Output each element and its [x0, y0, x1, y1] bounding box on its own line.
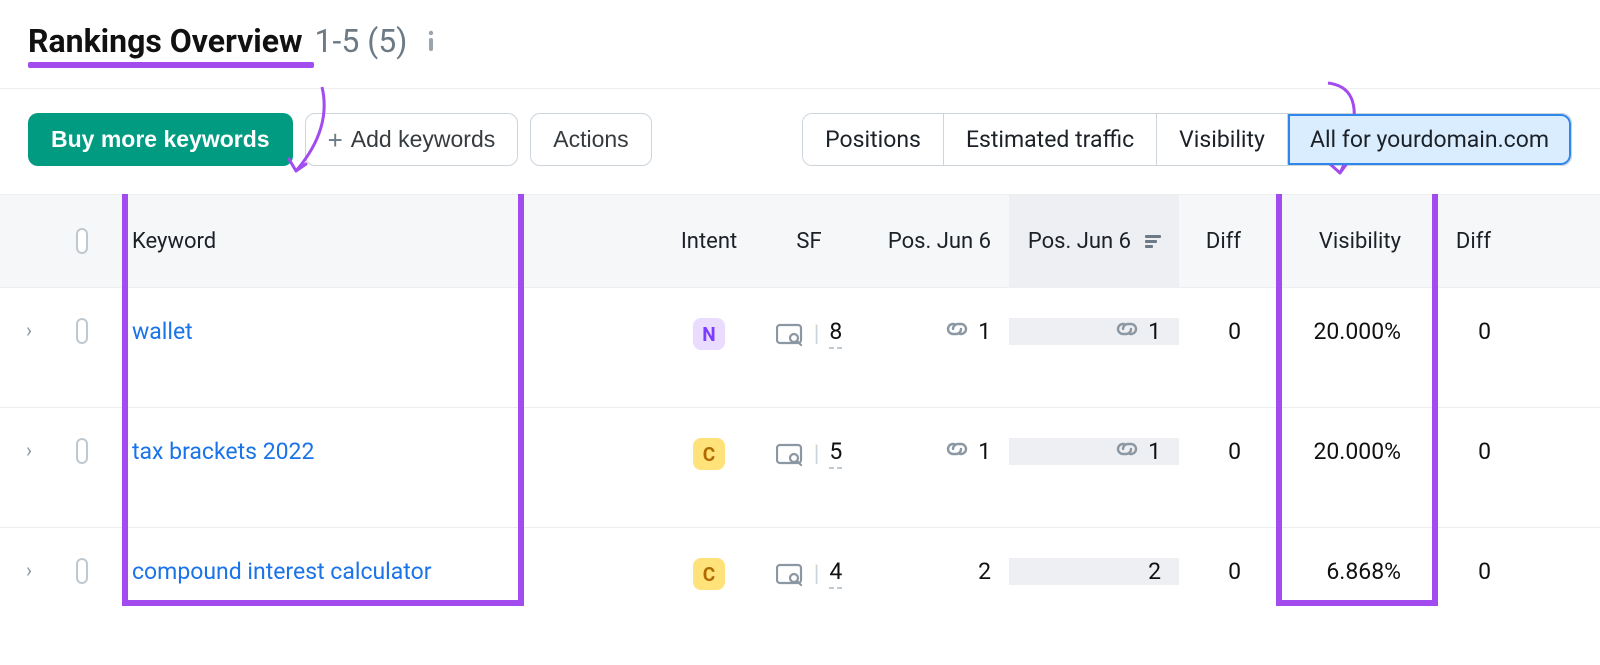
- pos1-value: 1: [978, 438, 991, 465]
- col-visibility[interactable]: Visibility: [1259, 229, 1419, 254]
- serp-features-icon: [776, 562, 804, 586]
- serp-features-icon: [776, 442, 804, 466]
- segment-traffic[interactable]: Estimated traffic: [944, 114, 1157, 165]
- col-sf[interactable]: SF: [754, 229, 864, 254]
- diff1-value: 0: [1179, 558, 1259, 585]
- page-title: Rankings Overview: [28, 22, 303, 60]
- visibility-value: 20.000%: [1259, 318, 1419, 345]
- info-icon[interactable]: [419, 29, 443, 53]
- serp-features-icon: [776, 322, 804, 346]
- add-keywords-label: Add keywords: [351, 126, 495, 153]
- col-checkbox: [58, 228, 106, 254]
- table-row: ›walletN|811020.000%0: [0, 288, 1600, 408]
- diff1-value: 0: [1179, 438, 1259, 465]
- add-keywords-button[interactable]: + Add keywords: [305, 113, 519, 166]
- sf-count: 5: [829, 438, 842, 469]
- diff2-value: 0: [1419, 438, 1509, 465]
- col-pos2[interactable]: Pos. Jun 6: [1009, 195, 1179, 287]
- pos1-value: 1: [978, 318, 991, 345]
- intent-badge: N: [693, 318, 725, 350]
- row-checkbox[interactable]: [76, 438, 88, 464]
- diff2-value: 0: [1419, 558, 1509, 585]
- col-pos1[interactable]: Pos. Jun 6: [864, 229, 1009, 254]
- buy-keywords-button[interactable]: Buy more keywords: [28, 113, 293, 166]
- expand-row-icon[interactable]: ›: [26, 318, 32, 342]
- pos2-value: 1: [1148, 438, 1161, 465]
- col-keyword[interactable]: Keyword: [106, 229, 664, 254]
- pos2-value: 1: [1148, 318, 1161, 345]
- link-icon: [1114, 438, 1140, 465]
- table-row: ›tax brackets 2022C|511020.000%0: [0, 408, 1600, 528]
- diff2-value: 0: [1419, 318, 1509, 345]
- col-diff2[interactable]: Diff: [1419, 229, 1509, 254]
- sf-count: 8: [829, 318, 842, 349]
- sf-cell[interactable]: |5: [776, 438, 843, 469]
- col-pos2-label: Pos. Jun 6: [1028, 229, 1131, 254]
- keyword-link[interactable]: wallet: [132, 318, 193, 345]
- col-diff1[interactable]: Diff: [1179, 229, 1259, 254]
- keyword-link[interactable]: tax brackets 2022: [132, 438, 314, 465]
- page-header: Rankings Overview 1-5 (5): [0, 0, 1600, 89]
- intent-badge: C: [693, 438, 725, 470]
- segment-positions[interactable]: Positions: [803, 114, 944, 165]
- sf-count: 4: [829, 558, 842, 589]
- col-intent[interactable]: Intent: [664, 229, 754, 254]
- toolbar: Buy more keywords + Add keywords Actions…: [0, 89, 1600, 194]
- intent-badge: C: [693, 558, 725, 590]
- sf-cell[interactable]: |8: [776, 318, 843, 349]
- keyword-link[interactable]: compound interest calculator: [132, 558, 431, 585]
- plus-icon: +: [328, 127, 343, 153]
- table-row: ›compound interest calculatorC|42206.868…: [0, 528, 1600, 606]
- sort-icon: [1145, 235, 1161, 248]
- select-all-checkbox[interactable]: [76, 228, 88, 254]
- link-icon: [944, 438, 970, 465]
- expand-row-icon[interactable]: ›: [26, 558, 32, 582]
- link-icon: [1114, 318, 1140, 345]
- rankings-table: Keyword Intent SF Pos. Jun 6 Pos. Jun 6 …: [0, 194, 1600, 606]
- diff1-value: 0: [1179, 318, 1259, 345]
- segment-visibility[interactable]: Visibility: [1157, 114, 1288, 165]
- table-header-row: Keyword Intent SF Pos. Jun 6 Pos. Jun 6 …: [0, 194, 1600, 288]
- pos1-value: 2: [978, 558, 991, 585]
- visibility-value: 6.868%: [1259, 558, 1419, 585]
- actions-button[interactable]: Actions: [530, 113, 651, 166]
- row-checkbox[interactable]: [76, 318, 88, 344]
- sf-cell[interactable]: |4: [776, 558, 843, 589]
- link-icon: [944, 318, 970, 345]
- view-segments: Positions Estimated traffic Visibility A…: [802, 113, 1572, 166]
- segment-all[interactable]: All for yourdomain.com: [1288, 114, 1571, 165]
- title-range: 1-5 (5): [315, 22, 408, 60]
- pos2-value: 2: [1148, 558, 1161, 585]
- title-underline: [28, 62, 314, 68]
- visibility-value: 20.000%: [1259, 438, 1419, 465]
- row-checkbox[interactable]: [76, 558, 88, 584]
- expand-row-icon[interactable]: ›: [26, 438, 32, 462]
